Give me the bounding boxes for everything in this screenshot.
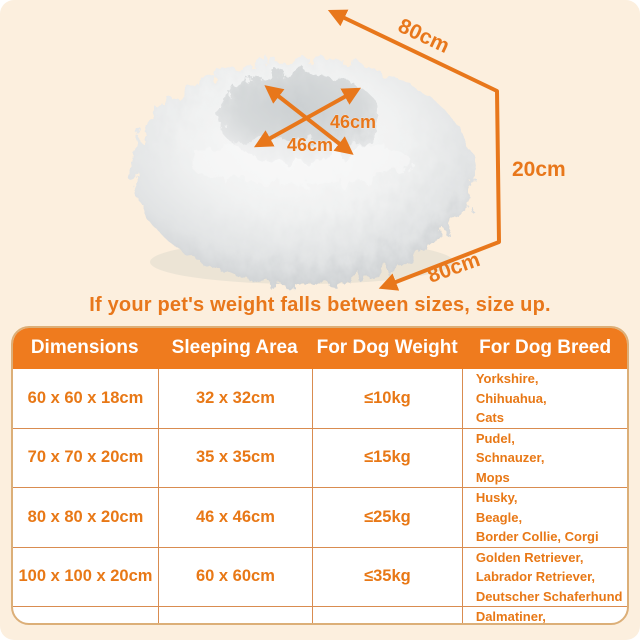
- dog-breed-cell: Golden Retriever, Labrador Retriever, De…: [461, 547, 627, 606]
- top-length-label: 80cm: [395, 14, 453, 58]
- header-dog-breed: For Dog Breed: [479, 337, 612, 358]
- size-chart-table: Dimensions Sleeping Area For Dog Weight …: [11, 326, 629, 625]
- dog-breed-cell: Pudel, Schnauzer, Mops: [461, 428, 627, 487]
- dimensions-cell: 120 x 120 x 20cm: [13, 607, 158, 623]
- table-body: 60 x 60 x 18cm 32 x 32cm ≤10kg Yorkshire…: [13, 369, 627, 623]
- table-row: 120 x 120 x 20cm 80 x 80cm ≤45kg Dalmati…: [13, 606, 627, 623]
- outer-dimension-arrow: [327, 9, 501, 291]
- table-row: 70 x 70 x 20cm 35 x 35cm ≤15kg Pudel, Sc…: [13, 427, 627, 487]
- sleeping-area-cell: 80 x 80cm: [157, 607, 312, 623]
- sizing-advice-text: If your pet's weight falls between sizes…: [89, 294, 551, 316]
- sleeping-area-cell: 32 x 32cm: [157, 369, 312, 428]
- header-sleeping-area: Sleeping Area: [171, 337, 298, 358]
- table-row: 60 x 60 x 18cm 32 x 32cm ≤10kg Yorkshire…: [13, 369, 627, 428]
- header-dimensions: Dimensions: [30, 337, 139, 358]
- dog-breed-cell: Yorkshire, Chihuahua, Cats: [461, 369, 627, 428]
- sleeping-area-cell: 46 x 46cm: [157, 488, 312, 547]
- sleeping-area-cell: 60 x 60cm: [157, 547, 312, 606]
- table-row: 100 x 100 x 20cm 60 x 60cm ≤35kg Golden …: [13, 546, 627, 606]
- dog-breed-cell: Husky, Beagle, Border Collie, Corgi: [461, 488, 627, 547]
- dog-bed-image: [133, 59, 473, 285]
- table-header-row: Dimensions Sleeping Area For Dog Weight …: [13, 328, 627, 369]
- dog-breed-cell: Dalmatiner, Deutsche Dogge, Dobermann: [461, 607, 627, 623]
- dimensions-cell: 70 x 70 x 20cm: [27, 448, 144, 467]
- dimensions-cell: 100 x 100 x 20cm: [18, 567, 153, 586]
- dog-weight-cell: ≤25kg: [312, 488, 462, 547]
- height-label: 20cm: [512, 158, 566, 181]
- dog-weight-cell: ≤10kg: [312, 369, 462, 428]
- dog-weight-cell: ≤35kg: [312, 547, 462, 606]
- sleeping-area-cell: 35 x 35cm: [157, 428, 312, 487]
- dimensions-cell: 80 x 80 x 20cm: [27, 507, 144, 526]
- inner-diagonal-arrow-2: [253, 87, 362, 148]
- dog-bed-dimension-diagram: 80cm 20cm 80cm 46cm 46cm: [133, 9, 566, 291]
- inner-depth-label: 46cm: [287, 135, 333, 155]
- dimensions-cell: 60 x 60 x 18cm: [27, 388, 144, 407]
- dog-weight-cell: ≤45kg: [312, 607, 462, 623]
- dog-weight-cell: ≤15kg: [312, 428, 462, 487]
- table-row: 80 x 80 x 20cm 46 x 46cm ≤25kg Husky, Be…: [13, 487, 627, 547]
- inner-width-label: 46cm: [330, 112, 376, 132]
- header-dog-weight: For Dog Weight: [316, 337, 458, 358]
